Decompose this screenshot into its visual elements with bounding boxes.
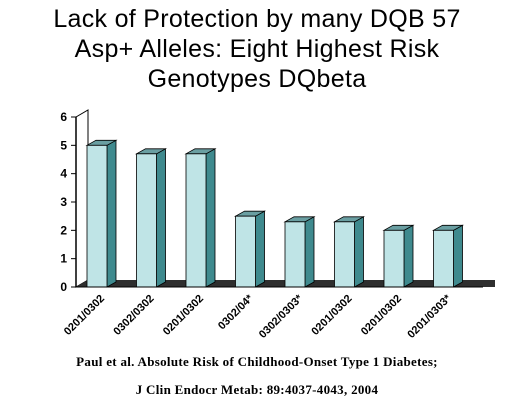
- bar-side: [453, 224, 463, 288]
- bar: [235, 215, 256, 288]
- x-tick-label: 0201/0302: [161, 293, 206, 338]
- bar: [334, 221, 355, 288]
- y-tick-label: 5: [60, 138, 67, 152]
- bar-side: [205, 148, 216, 288]
- bar: [433, 229, 454, 288]
- y-tick-label: 4: [60, 167, 67, 181]
- bar-side: [354, 216, 364, 288]
- x-tick-label: 0201/0303*: [405, 292, 454, 341]
- bar-side: [106, 139, 117, 288]
- citation-line-2: J Clin Endocr Metab: 89:4037-4043, 2004: [135, 382, 379, 397]
- y-tick-label: 0: [60, 280, 67, 294]
- chart-title: Lack of Protection by many DQB 57 Asp+ A…: [0, 4, 514, 94]
- chart-title-line-2: Asp+ Alleles: Eight Highest Risk: [74, 35, 440, 63]
- y-tick-label: 1: [60, 252, 67, 266]
- chart-title-line-1: Lack of Protection by many DQB 57: [53, 5, 461, 33]
- bar: [284, 221, 306, 288]
- y-tick-label: 2: [60, 223, 67, 237]
- side-wall: [75, 109, 89, 288]
- y-tick-label: 3: [60, 195, 67, 209]
- bar: [136, 153, 157, 288]
- x-tick-label: 0302/04*: [216, 292, 256, 332]
- bar-side: [156, 148, 166, 288]
- bar: [86, 144, 108, 288]
- x-tick-label: 0201/0302: [309, 293, 354, 338]
- x-tick-label: 0302/0302: [111, 293, 156, 338]
- bar-side: [255, 210, 265, 288]
- x-tick-label: 0201/0302: [359, 293, 404, 338]
- bar: [383, 229, 405, 288]
- chart-title-line-3: Genotypes DQbeta: [147, 65, 367, 93]
- bar: [185, 153, 207, 288]
- x-tick-label: 0201/0302: [62, 293, 107, 338]
- x-tick-label: 0302/0303*: [257, 292, 306, 341]
- y-tick-label: 6: [60, 110, 67, 124]
- bar-side: [304, 216, 315, 288]
- bar-side: [403, 224, 414, 288]
- citation-line-1: Paul et al. Absolute Risk of Childhood-O…: [76, 354, 438, 369]
